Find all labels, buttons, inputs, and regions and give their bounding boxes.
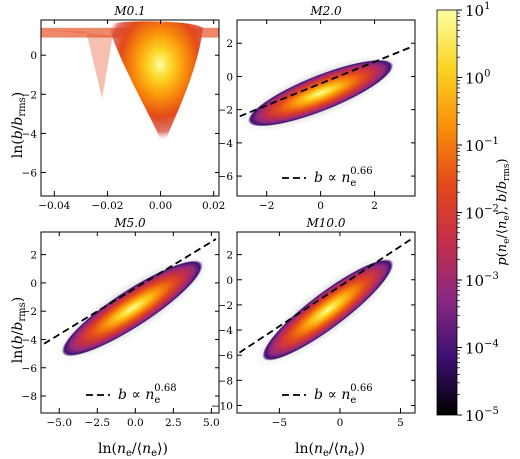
- density-plume-left: [41, 29, 113, 99]
- y-tick-label: 0: [226, 275, 233, 287]
- shared-xlabel-right: ln(ne/⟨ne⟩): [295, 441, 365, 459]
- x-tick-label: 5: [397, 417, 404, 429]
- y-tick-label: −4: [218, 138, 234, 150]
- y-tick-label: −8: [218, 375, 233, 387]
- x-tick-label: −5: [272, 417, 287, 429]
- x-tick-label: −0.04: [38, 200, 70, 212]
- x-tick-label: 2.5: [165, 417, 182, 429]
- fit-line: [238, 237, 414, 354]
- plot-area: [237, 20, 415, 196]
- y-tick-label: 2: [226, 250, 233, 262]
- plot-frame: [236, 19, 416, 197]
- y-tick-label: −2: [22, 306, 37, 318]
- legend-label: b ∝ ne0.66: [314, 166, 373, 189]
- y-tick-label: −4: [22, 334, 38, 346]
- panel-2: M2.0 −2 0 2 2 0 −2 −4 −6 b ∝ ne0.66: [218, 4, 416, 212]
- colorbar-label: p(ne/⟨ne⟩, b/brms): [495, 158, 512, 265]
- plot-frame: [40, 231, 220, 414]
- y-tick-label: 0: [30, 278, 37, 290]
- x-tick-label: −2.5: [85, 417, 111, 429]
- plot-area: [237, 232, 415, 413]
- y-tick-label: −2: [22, 89, 37, 101]
- y-tick-label: −6: [218, 171, 234, 183]
- y-tick-label: −4: [218, 325, 234, 337]
- panel-title: M0.1: [113, 4, 145, 18]
- shared-ylabel-top: ln(b/brms): [10, 92, 28, 159]
- legend-label: b ∝ ne0.66: [314, 383, 373, 406]
- x-tick-label: 0.0: [127, 417, 144, 429]
- colorbar-tick-label: 10−2: [465, 204, 499, 223]
- x-tick-label: 2: [371, 200, 378, 212]
- colorbar-tick-label: 10−5: [465, 406, 499, 425]
- plot-frame: [40, 19, 220, 197]
- plot-area: [41, 232, 219, 413]
- panel-4: M10.0 −5 0 5 2 0 −2 −4 −6 −8 −10 b ∝ ne0.66: [211, 216, 416, 429]
- colorbar-tick-label: 10−4: [465, 339, 499, 358]
- density-core: [262, 259, 394, 361]
- y-tick-label: −6: [218, 350, 234, 362]
- x-tick-label: −5.0: [47, 417, 73, 429]
- x-tick-label: 0.00: [149, 200, 172, 212]
- panel-title: M5.0: [113, 216, 146, 230]
- y-tick-label: −4: [22, 128, 38, 140]
- fit-line: [43, 238, 217, 345]
- y-tick-label: −2: [218, 300, 233, 312]
- x-tick-label: 0: [317, 200, 324, 212]
- colorbar-gradient: [436, 9, 458, 416]
- shared-xlabel-left: ln(ne/⟨ne⟩): [98, 441, 168, 459]
- y-tick-label: 0: [30, 50, 37, 62]
- legend-label: b ∝ ne0.68: [118, 383, 177, 406]
- panel-title: M2.0: [309, 4, 342, 18]
- y-tick-label: −2: [218, 105, 233, 117]
- density-core: [61, 260, 203, 357]
- plot-frame: [236, 231, 416, 414]
- y-tick-label: −8: [22, 391, 37, 403]
- panel-3: M5.0 −5.0 −2.5 0.0 2.5 5.0 2 0 −2 −4 −6 −8 b ∝ ne0.6…: [22, 216, 220, 429]
- colorbar-tick-label: 10−3: [465, 271, 499, 290]
- y-tick-label: 2: [226, 38, 233, 50]
- density-core: [107, 21, 204, 146]
- y-tick-label: 0: [226, 71, 233, 83]
- colorbar-tick-label: 101: [465, 1, 490, 20]
- fit-line: [239, 45, 413, 118]
- y-tick-label: 2: [30, 250, 37, 262]
- panel-title: M10.0: [305, 216, 345, 230]
- shared-ylabel-bottom: ln(b/brms): [10, 297, 28, 364]
- x-tick-label: −2: [259, 200, 274, 212]
- y-tick-label: −6: [22, 168, 38, 180]
- y-tick-label: −10: [211, 400, 233, 412]
- colorbar-tick-label: 100: [465, 69, 490, 88]
- colorbar: 101 100 10−1 10−2 10−3 10−4 10−5 p(ne/⟨ne⟩, b/…: [436, 1, 512, 425]
- x-tick-label: −0.02: [91, 200, 123, 212]
- x-tick-label: 5.0: [203, 417, 220, 429]
- y-tick-label: −6: [22, 363, 38, 375]
- panel-1: M0.1 −0.04 −0.02 0.00 0.02 0 −2 −4 −6: [22, 4, 226, 212]
- x-tick-label: 0.02: [202, 200, 225, 212]
- density-core: [247, 59, 394, 127]
- x-tick-label: 0: [337, 417, 344, 429]
- colorbar-tick-label: 10−1: [465, 136, 499, 155]
- plot-area: [41, 20, 219, 196]
